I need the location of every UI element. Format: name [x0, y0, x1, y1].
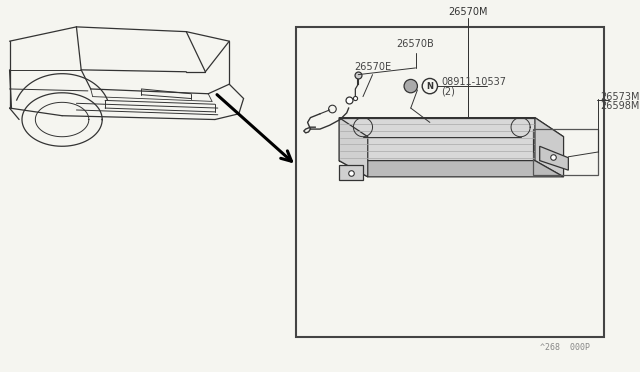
Bar	[296, 27, 604, 337]
Polygon shape	[540, 146, 568, 170]
Text: 26570B: 26570B	[397, 39, 435, 49]
Text: 26570M: 26570M	[448, 7, 488, 17]
Text: ^268  000P: ^268 000P	[540, 343, 590, 352]
Polygon shape	[339, 166, 363, 180]
Polygon shape	[339, 118, 535, 161]
Bar	[533, 129, 598, 175]
Text: (2): (2)	[442, 87, 455, 97]
Text: 26570E: 26570E	[354, 62, 391, 72]
Polygon shape	[339, 118, 564, 137]
Polygon shape	[339, 118, 368, 177]
Text: 08911-10537: 08911-10537	[442, 77, 506, 87]
Text: N: N	[426, 81, 433, 91]
Text: 26598M: 26598M	[600, 101, 639, 111]
Polygon shape	[535, 118, 564, 177]
Circle shape	[404, 79, 417, 93]
Polygon shape	[339, 161, 564, 177]
Text: 26573M: 26573M	[600, 92, 639, 102]
